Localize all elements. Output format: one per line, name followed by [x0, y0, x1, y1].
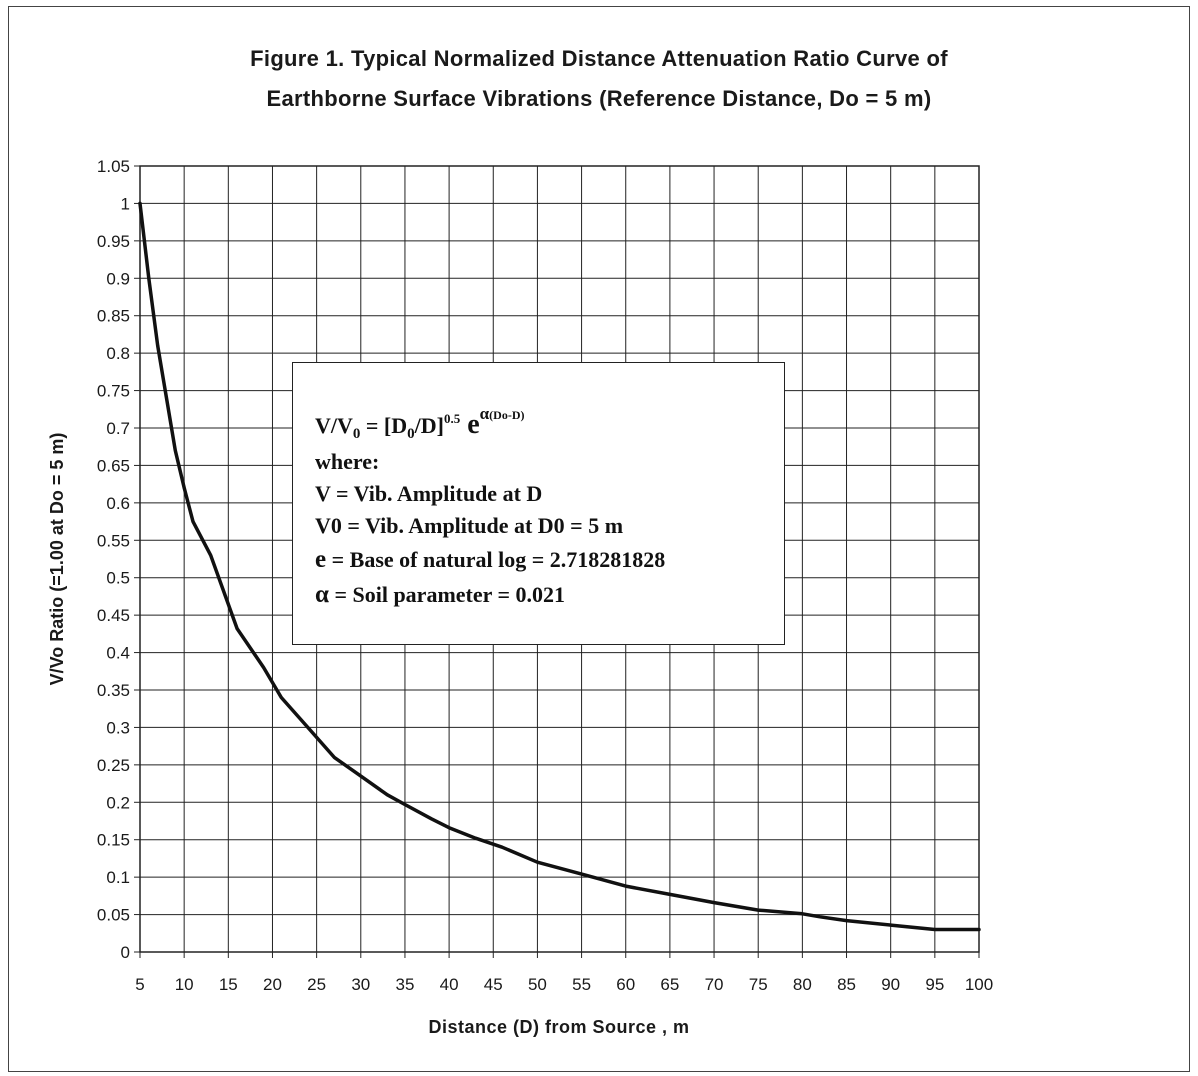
y-tick-label: 0.95 [97, 232, 130, 251]
equation-v-definition: V = Vib. Amplitude at D [315, 481, 543, 506]
chart-title-line-2: Earthborne Surface Vibrations (Reference… [266, 86, 932, 111]
y-tick-label: 0.25 [97, 756, 130, 775]
y-tick-label: 0.1 [106, 868, 130, 887]
x-tick-label: 40 [440, 975, 459, 994]
x-tick-label: 30 [351, 975, 370, 994]
y-axis-label: V/Vo Ratio (=1.00 at Do = 5 m) [47, 433, 67, 686]
x-tick-label: 10 [175, 975, 194, 994]
formula-e: e [460, 409, 480, 440]
y-tick-label: 0.55 [97, 531, 130, 550]
equation-where: where: [315, 449, 380, 474]
y-tick-label: 0.15 [97, 831, 130, 850]
x-axis-label: Distance (D) from Source , m [428, 1017, 689, 1037]
x-tick-label: 15 [219, 975, 238, 994]
series-layer [138, 201, 981, 932]
y-tick-label: 0.65 [97, 456, 130, 475]
y-tick-labels: 0 0.05 0.1 0.15 0.2 0.25 0.3 0.35 0.4 0.45 0.5 0.55… [97, 157, 130, 962]
chart-title-line-1: Figure 1. Typical Normalized Distance At… [250, 46, 948, 71]
y-tick-label: 0.8 [106, 344, 130, 363]
x-tick-label: 90 [881, 975, 900, 994]
formula-bracket-open: = [D [360, 413, 408, 438]
y-tick-label: 0.4 [106, 644, 130, 663]
x-tick-label: 25 [307, 975, 326, 994]
x-tick-label: 5 [135, 975, 144, 994]
formula-exponent: 0.5 [443, 411, 461, 426]
y-tick-label: 0.7 [106, 419, 130, 438]
e-symbol: e [315, 546, 327, 573]
y-tick-label: 0.6 [106, 494, 130, 513]
x-tick-label: 55 [572, 975, 591, 994]
formula-lhs-subscript: 0 [352, 426, 361, 442]
x-tick-label: 80 [793, 975, 812, 994]
equation-box: V/V0 = [D0/D]0.5 eα(Do-D) where: V = Vib… [292, 362, 785, 645]
alpha-definition-text: = Soil parameter = 0.021 [328, 582, 566, 607]
y-tick-label: 0.3 [106, 718, 130, 737]
x-tick-label: 60 [616, 975, 635, 994]
y-tick-label: 0.75 [97, 382, 130, 401]
formula-lhs: V/V [315, 413, 353, 438]
formula-bracket-close: /D] [414, 413, 444, 438]
x-tick-label: 100 [965, 975, 993, 994]
alpha-symbol: α [315, 581, 329, 608]
formula-d0-subscript: 0 [407, 426, 415, 442]
equation-v0-definition: V0 = Vib. Amplitude at D0 = 5 m [315, 513, 624, 538]
y-tick-label: 0 [121, 943, 130, 962]
formula-alpha-exponent: (Do-D) [489, 408, 525, 422]
equation-alpha-definition: α = Soil parameter = 0.021 [315, 581, 565, 609]
formula-alpha: α [479, 404, 490, 423]
x-tick-labels: 5 10 15 20 25 30 35 40 45 50 55 60 65 70 75 80 85 90 95 100 [135, 975, 993, 994]
e-definition-text: = Base of natural log = 2.718281828 [326, 547, 666, 572]
x-tick-label: 85 [837, 975, 856, 994]
y-tick-label: 1.05 [97, 157, 130, 176]
y-tick-label: 0.85 [97, 307, 130, 326]
attenuation-curve [138, 201, 981, 932]
x-tick-label: 45 [484, 975, 503, 994]
x-tick-label: 75 [749, 975, 768, 994]
y-tick-label: 0.45 [97, 606, 130, 625]
equation-e-definition: e = Base of natural log = 2.718281828 [315, 546, 665, 574]
y-tick-label: 1 [121, 194, 130, 213]
x-tick-label: 70 [705, 975, 724, 994]
x-tick-label: 20 [263, 975, 282, 994]
x-tick-label: 50 [528, 975, 547, 994]
x-tick-label: 95 [925, 975, 944, 994]
x-tick-label: 35 [395, 975, 414, 994]
x-tick-label: 65 [660, 975, 679, 994]
y-tick-label: 0.5 [106, 569, 130, 588]
y-tick-label: 0.2 [106, 793, 130, 812]
equation-formula: V/V0 = [D0/D]0.5 eα(Do-D) [315, 404, 525, 442]
y-tick-label: 0.05 [97, 906, 130, 925]
y-tick-label: 0.9 [106, 269, 130, 288]
plot-area-border [139, 165, 980, 953]
y-tick-label: 0.35 [97, 681, 130, 700]
